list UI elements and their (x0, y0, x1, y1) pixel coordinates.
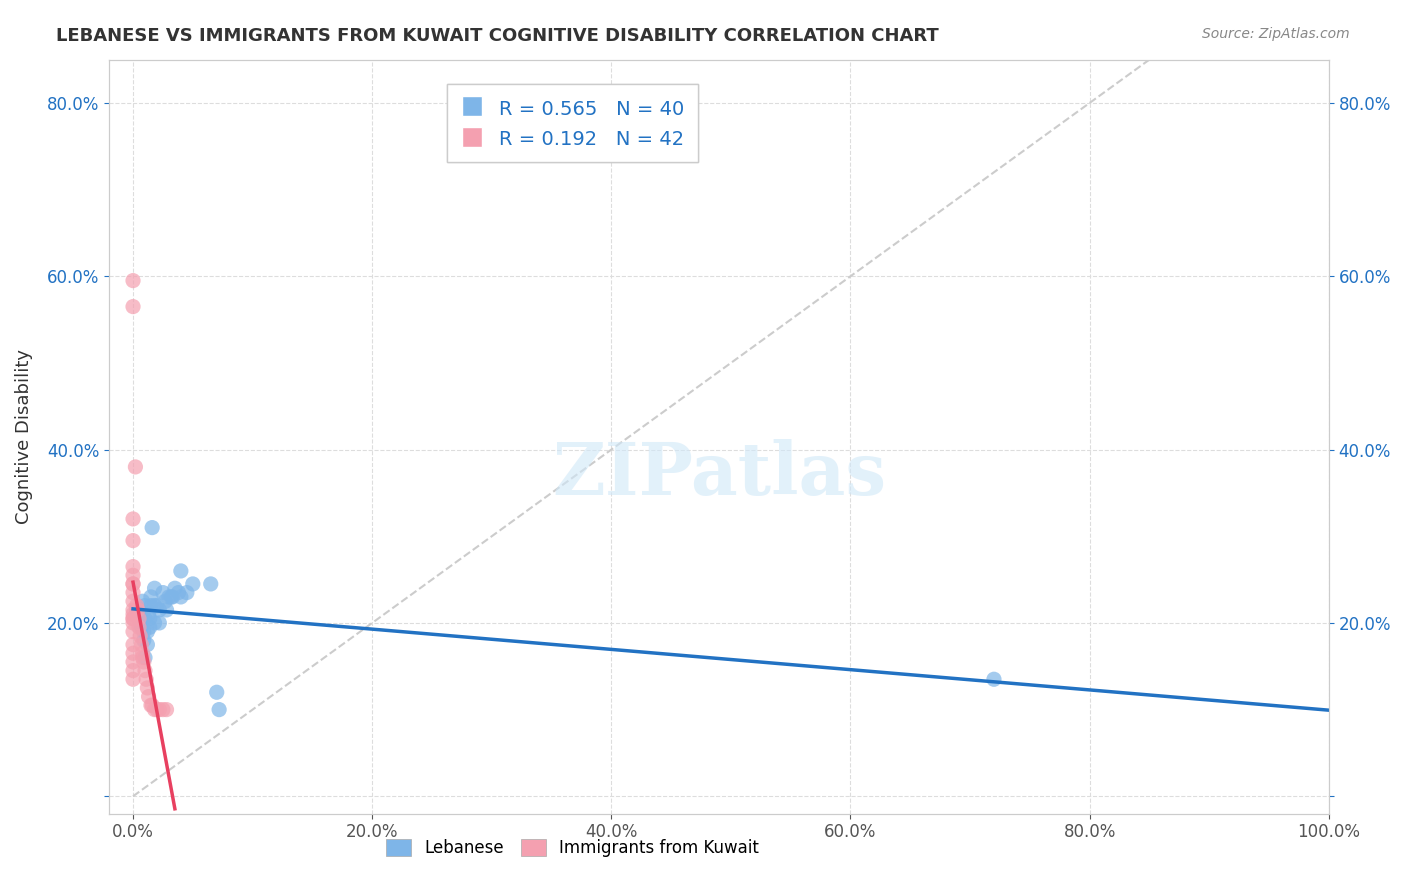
Point (139, 698, 162, 713)
Text: LEBANESE VS IMMIGRANTS FROM KUWAIT COGNITIVE DISABILITY CORRELATION CHART: LEBANESE VS IMMIGRANTS FROM KUWAIT COGNI… (56, 27, 939, 45)
Point (141, 698, 163, 713)
Point (170, 564, 193, 578)
Point (139, 620, 162, 634)
Text: ZIPatlas: ZIPatlas (553, 439, 886, 510)
Point (155, 594, 177, 608)
Point (122, 673, 145, 687)
Point (131, 650, 153, 665)
Point (132, 633, 155, 648)
Point (143, 703, 166, 717)
Point (132, 624, 155, 639)
Point (131, 594, 153, 608)
Point (143, 581, 166, 595)
Point (122, 638, 145, 652)
Point (146, 599, 169, 613)
Point (139, 599, 162, 613)
Point (162, 590, 184, 604)
Point (122, 646, 145, 660)
Point (122, 585, 145, 599)
Point (122, 655, 145, 669)
Point (160, 590, 183, 604)
Point (122, 274, 145, 288)
Point (139, 611, 162, 625)
Point (128, 620, 150, 634)
Point (134, 599, 156, 613)
Point (124, 459, 146, 474)
Point (122, 624, 145, 639)
Point (128, 603, 150, 617)
Point (136, 624, 159, 639)
Point (208, 703, 231, 717)
Point (163, 581, 186, 595)
Point (132, 655, 155, 669)
Point (152, 703, 174, 717)
Point (139, 590, 162, 604)
Point (122, 533, 145, 548)
Point (122, 611, 145, 625)
Point (122, 611, 145, 625)
Point (128, 611, 150, 625)
Point (176, 585, 198, 599)
Legend: R = 0.565   N = 40, R = 0.192   N = 42: R = 0.565 N = 40, R = 0.192 N = 42 (447, 85, 699, 162)
Point (125, 603, 148, 617)
Point (127, 603, 149, 617)
Point (138, 607, 160, 622)
Point (131, 620, 153, 634)
Point (131, 607, 153, 622)
Point (131, 638, 153, 652)
Point (122, 577, 145, 591)
Point (122, 300, 145, 314)
Point (135, 673, 157, 687)
Point (122, 664, 145, 678)
Point (122, 615, 145, 630)
Point (141, 520, 163, 534)
Point (146, 703, 169, 717)
Point (122, 603, 145, 617)
Y-axis label: Cognitive Disability: Cognitive Disability (15, 349, 32, 524)
Point (205, 685, 228, 699)
Point (155, 603, 177, 617)
Point (131, 646, 153, 660)
Point (122, 594, 145, 608)
Point (167, 585, 190, 599)
Point (983, 673, 1005, 687)
Point (122, 512, 145, 526)
Point (122, 577, 145, 591)
Point (136, 638, 159, 652)
Point (152, 585, 174, 599)
Point (170, 590, 193, 604)
Point (148, 615, 170, 630)
Point (122, 607, 145, 622)
Text: Source: ZipAtlas.com: Source: ZipAtlas.com (1202, 27, 1350, 41)
Point (143, 599, 166, 613)
Point (122, 559, 145, 574)
Point (136, 681, 159, 695)
Point (157, 590, 180, 604)
Point (148, 603, 170, 617)
Point (134, 611, 156, 625)
Point (134, 650, 156, 665)
Point (181, 577, 204, 591)
Point (138, 690, 160, 704)
Point (129, 629, 152, 643)
Point (134, 664, 156, 678)
Point (155, 703, 177, 717)
Point (143, 615, 166, 630)
Point (122, 568, 145, 582)
Point (125, 599, 148, 613)
Point (148, 703, 170, 717)
Point (200, 577, 222, 591)
